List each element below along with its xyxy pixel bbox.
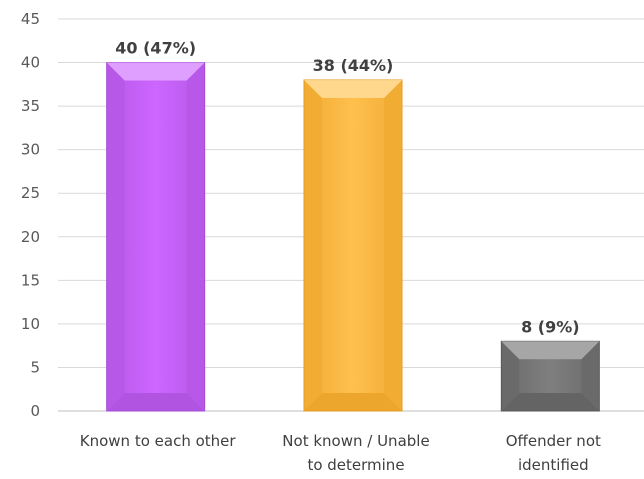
y-tick-label: 15 (21, 271, 40, 289)
y-tick-label: 25 (21, 184, 40, 202)
bar-bevel-top (501, 341, 600, 360)
y-tick-label: 20 (21, 228, 40, 246)
bar-2 (303, 79, 403, 412)
y-tick-label: 30 (21, 141, 40, 159)
bar-bevel-right (384, 79, 402, 411)
bar-face (322, 97, 384, 393)
bar-face (519, 359, 582, 393)
bar-1 (106, 62, 206, 412)
bar-bevel-right (186, 62, 205, 412)
y-tick-label: 45 (21, 10, 40, 28)
bar-bevel-bottom (501, 393, 600, 411)
bar-bevel-left (106, 62, 125, 412)
x-category-label: Not known / Unable (282, 432, 429, 450)
y-tick-label: 35 (21, 97, 40, 115)
bar-bevel-top (106, 62, 205, 81)
y-tick-label: 10 (21, 315, 40, 333)
y-tick-label: 40 (21, 54, 40, 72)
bar-bevel-bottom (304, 393, 402, 411)
y-tick-label: 0 (30, 402, 40, 420)
data-label: 40 (47%) (115, 39, 196, 58)
bar-bevel-left (304, 79, 322, 411)
labels: 40 (47%) Known to each other 38 (44%) Not k… (80, 39, 601, 474)
bar-bevel-bottom (106, 393, 205, 411)
x-category-label: to determine (307, 456, 404, 474)
bars (106, 62, 600, 412)
data-label: 8 (9%) (521, 317, 580, 336)
bar-bevel-right (581, 341, 600, 411)
bar-3 (500, 340, 600, 412)
x-category-label: Known to each other (80, 432, 237, 450)
x-category-label: identified (518, 456, 589, 474)
bar-face (124, 80, 187, 394)
data-label: 38 (44%) (313, 56, 394, 75)
x-category-label: Offender not (506, 432, 601, 450)
y-tick-label: 5 (30, 358, 40, 376)
bar-bevel-top (304, 79, 402, 98)
bar-bevel-left (501, 341, 520, 411)
